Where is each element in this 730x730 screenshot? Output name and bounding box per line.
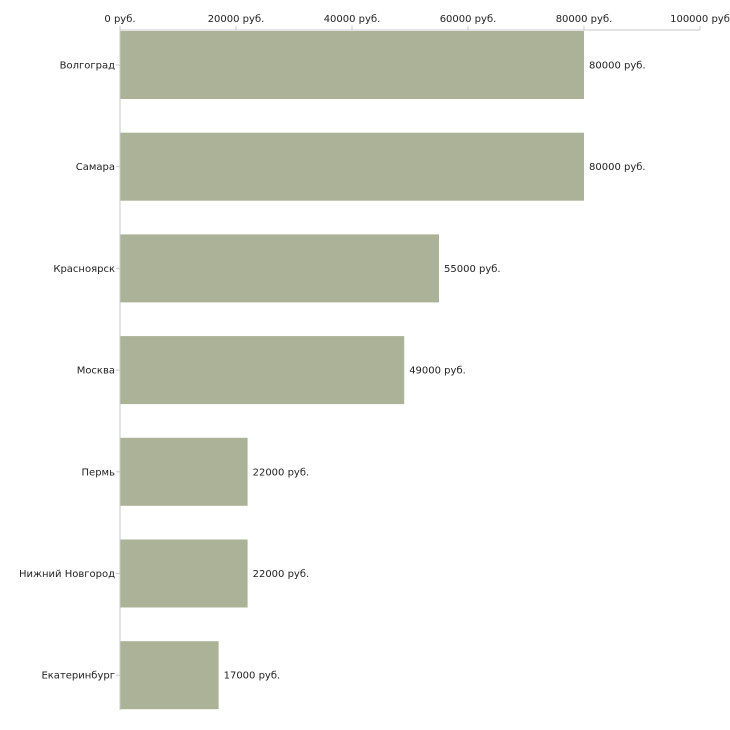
x-tick-label: 20000 руб. [208, 14, 265, 25]
value-labels: 80000 руб. 80000 руб. 55000 руб. 49000 руб.… [224, 61, 646, 682]
value-label: 22000 руб. [253, 569, 310, 580]
x-tick-label: 0 руб. [104, 14, 135, 25]
value-label: 55000 руб. [444, 264, 501, 275]
value-label: 80000 руб. [589, 61, 646, 72]
category-label: Красноярск [53, 264, 115, 275]
category-label: Самара [76, 162, 115, 173]
bar [120, 31, 584, 99]
bar [120, 641, 219, 710]
category-label: Пермь [82, 467, 116, 478]
x-tick-label: 40000 руб. [324, 14, 381, 25]
bars [120, 31, 584, 710]
value-label: 22000 руб. [253, 467, 310, 478]
bar [120, 336, 405, 405]
x-tick-label: 100000 руб [670, 14, 730, 25]
value-label: 80000 руб. [589, 162, 646, 173]
category-label: Екатеринбург [41, 671, 115, 682]
category-labels: Волгоград Самара Красноярск Москва Пермь Нижн… [19, 61, 120, 682]
category-label: Москва [77, 366, 115, 377]
value-label: 17000 руб. [224, 671, 281, 682]
x-tick-label: 60000 руб. [440, 14, 497, 25]
category-label: Нижний Новгород [19, 569, 115, 580]
x-tick-label: 80000 руб. [556, 14, 613, 25]
bar [120, 539, 248, 608]
category-label: Волгоград [60, 61, 115, 72]
bar [120, 132, 584, 201]
value-label: 49000 руб. [409, 366, 466, 377]
bar [120, 234, 439, 303]
x-axis: 0 руб. 20000 руб. 40000 руб. 60000 руб. 8000… [104, 14, 730, 31]
bar [120, 437, 248, 506]
